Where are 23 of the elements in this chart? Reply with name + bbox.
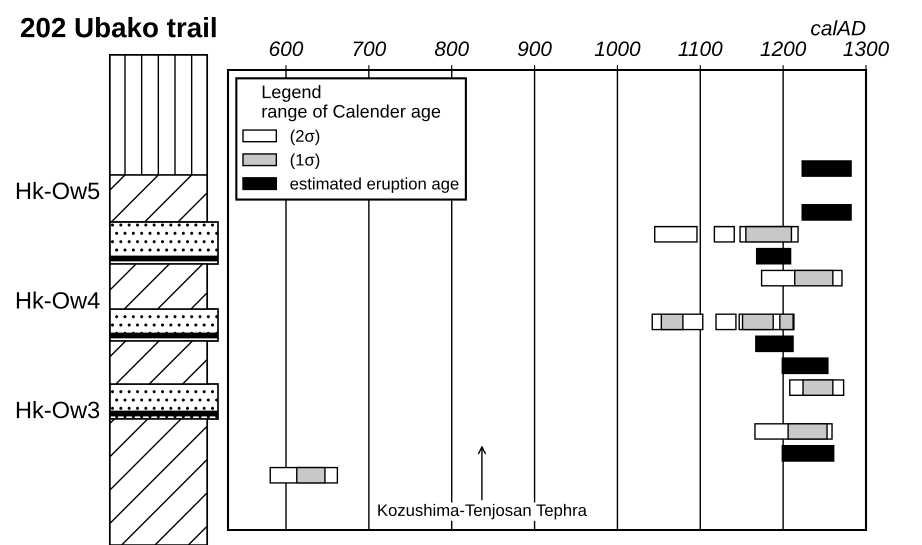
x-tick-label: 1000 bbox=[594, 41, 640, 56]
x-tick-label: 900 bbox=[518, 41, 552, 56]
x-axis-title: calAD bbox=[811, 20, 866, 36]
x-tick-label: 1100 bbox=[678, 41, 723, 56]
x-tick-label: 700 bbox=[354, 41, 386, 56]
x-tick-label: 1200 bbox=[760, 41, 806, 56]
bar bbox=[654, 226, 698, 243]
x-tick-label: 600 bbox=[270, 41, 304, 56]
bar bbox=[802, 204, 852, 221]
legend-title: Legend range of Calender age bbox=[262, 85, 440, 122]
legend-label: (2σ) bbox=[290, 130, 320, 146]
y-tick-label: Hk-Ow5 bbox=[16, 182, 100, 200]
chart-title: 202 Ubako trail bbox=[20, 17, 216, 38]
y-tick-label: Hk-Ow3 bbox=[16, 400, 100, 418]
bar bbox=[714, 226, 735, 243]
x-tick-label: 800 bbox=[434, 41, 469, 56]
x-tick-label: 1300 bbox=[843, 41, 889, 56]
annotation: Kozushima-Tenjosan Tephra bbox=[378, 504, 587, 520]
y-tick-label: Hk-Ow4 bbox=[16, 291, 100, 309]
legend-label: estimated eruption age bbox=[290, 177, 458, 193]
legend-label: (1σ) bbox=[290, 153, 320, 170]
bar bbox=[715, 314, 737, 330]
bar bbox=[802, 160, 852, 177]
